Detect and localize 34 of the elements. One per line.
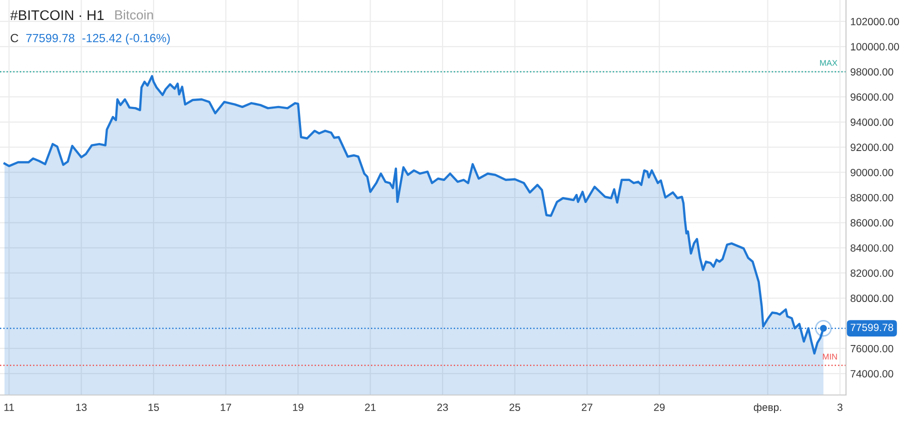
x-tick-label: 15 <box>148 404 159 411</box>
y-tick-label: 90000.00 <box>850 168 894 176</box>
x-tick-label: 21 <box>365 404 376 411</box>
y-tick-label: 94000.00 <box>850 118 894 126</box>
x-tick-label: 25 <box>510 404 520 411</box>
y-tick-label: 102000.00 <box>850 18 899 26</box>
y-tick-label: 100000.00 <box>850 43 899 50</box>
y-tick-label: 82000.00 <box>850 269 894 277</box>
y-tick-label: 74000.00 <box>850 370 894 378</box>
ref-line-label: MIN <box>822 354 837 360</box>
x-tick-label: 23 <box>437 404 448 411</box>
y-tick-label: 80000.00 <box>850 294 894 302</box>
text: #BITCOIN · H1 <box>10 10 104 20</box>
x-tick-label: 17 <box>220 404 232 411</box>
annotation: -125.42 (-0.16%) <box>82 34 170 45</box>
y-tick-label: 92000.00 <box>850 144 894 152</box>
y-tick-label: 76000.00 <box>850 344 894 352</box>
y-tick-label: 96000.00 <box>850 93 894 101</box>
annotation: 77599.78 <box>26 34 74 42</box>
y-tick-label: 98000.00 <box>850 68 894 76</box>
y-tick-label: 88000.00 <box>850 194 894 202</box>
annotation: C <box>10 34 18 42</box>
x-tick-label: февр. <box>754 403 782 414</box>
ref-line-label: 77599.78 <box>850 324 894 332</box>
x-tick-label: 3 <box>837 404 842 411</box>
y-tick-label: 86000.00 <box>850 219 894 227</box>
x-tick-label: 13 <box>76 404 87 411</box>
x-tick-label: 19 <box>293 404 304 411</box>
y-tick-label: 84000.00 <box>850 244 894 252</box>
x-tick-label: 27 <box>582 404 592 411</box>
x-tick-label: 29 <box>654 404 665 411</box>
text: Bitcoin <box>115 10 153 20</box>
ref-line-label: MAX <box>820 60 838 66</box>
x-tick-label: 11 <box>4 404 14 411</box>
